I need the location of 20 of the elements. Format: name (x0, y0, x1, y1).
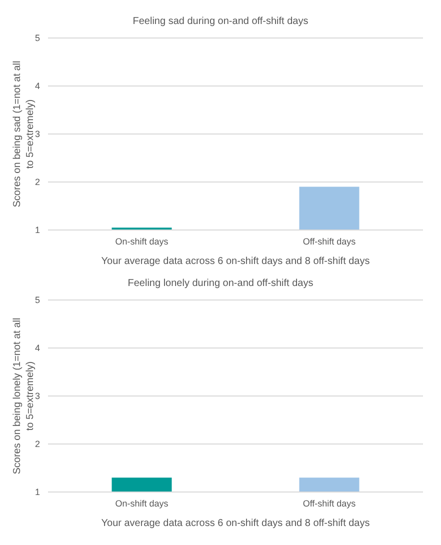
y-tick-label: 5 (34, 33, 40, 44)
x-tick-label: Off-shift days (302, 498, 356, 508)
y-tick-label: 4 (34, 343, 40, 354)
y-tick-label: 2 (34, 439, 40, 450)
y-tick-label: 3 (34, 129, 40, 140)
chart-title: Feeling lonely during on-and off-shift days (126, 277, 314, 291)
chart-title: Feeling sad during on-and off-shift days (132, 15, 310, 29)
y-tick-label: 3 (34, 391, 40, 402)
y-tick-label: 4 (34, 81, 40, 92)
y-axis-title: Scores on being lonely (1=not at all to 5=extremely) (12, 318, 36, 474)
y-tick-label: 1 (34, 487, 40, 498)
y-tick-label: 2 (34, 177, 40, 188)
x-tick-label: On-shift days (115, 236, 169, 246)
x-axis-title: Your average data across 6 on-shift days and 8 off-shift days (101, 256, 370, 267)
y-axis-title: Scores on being sad (1=not at all to 5=extremely) (12, 60, 36, 208)
x-tick-label: On-shift days (115, 498, 169, 508)
x-axis-title: Your average data across 6 on-shift days and 8 off-shift days (101, 518, 370, 529)
y-tick-label: 1 (34, 225, 40, 236)
x-tick-label: Off-shift days (302, 236, 356, 246)
y-tick-label: 5 (34, 295, 40, 306)
